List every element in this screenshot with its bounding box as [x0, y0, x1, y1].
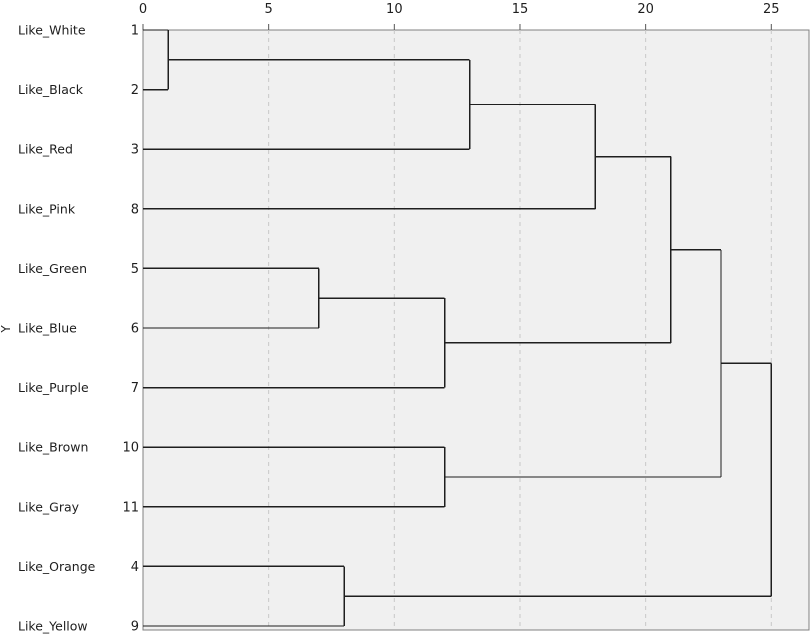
leaf-number: 11: [122, 500, 139, 515]
leaf-label: Like_Brown: [18, 440, 88, 455]
dendrogram-links: [143, 29, 773, 627]
grid-lines: [268, 30, 772, 630]
dendrogram-link: [143, 103, 597, 210]
leaf-label: Like_Pink: [18, 201, 76, 216]
leaf-label: Like_Orange: [18, 559, 96, 574]
leaf-label: Like_White: [18, 23, 86, 38]
leaf-labels: Like_White 1 Like_Black 2 Like_Red 3 Like_Pink…: [18, 23, 139, 634]
leaf-number: 5: [131, 262, 139, 277]
leaf-number: 4: [131, 560, 139, 575]
leaf-number: 10: [122, 441, 139, 456]
x-tick-label: 25: [763, 2, 780, 17]
leaf-label: Like_Yellow: [18, 619, 88, 634]
x-tick-label: 5: [265, 2, 273, 17]
leaf-number: 7: [131, 381, 139, 396]
x-tick-label: 0: [139, 2, 147, 17]
y-axis-title: Y: [0, 325, 13, 334]
x-axis: 0 5 10 15 20 25: [139, 2, 780, 30]
leaf-number: 1: [131, 24, 139, 39]
plot-area: [142, 29, 810, 631]
leaf-label: Like_Green: [18, 261, 87, 276]
leaf-number: 3: [131, 143, 139, 158]
leaf-label: Like_Black: [18, 82, 84, 97]
x-tick-label: 20: [637, 2, 654, 17]
leaf-number: 8: [131, 202, 139, 217]
leaf-label: Like_Purple: [18, 380, 89, 395]
leaf-number: 9: [131, 620, 139, 634]
x-tick-label: 15: [512, 2, 529, 17]
leaf-number: 6: [131, 322, 139, 337]
leaf-label: Like_Blue: [18, 321, 77, 336]
x-tick-label: 10: [386, 2, 403, 17]
leaf-number: 2: [131, 83, 139, 98]
leaf-label: Like_Red: [18, 142, 73, 157]
leaf-label: Like_Gray: [18, 499, 80, 514]
dendrogram-link: [143, 29, 169, 91]
dendrogram-link: [344, 362, 773, 597]
